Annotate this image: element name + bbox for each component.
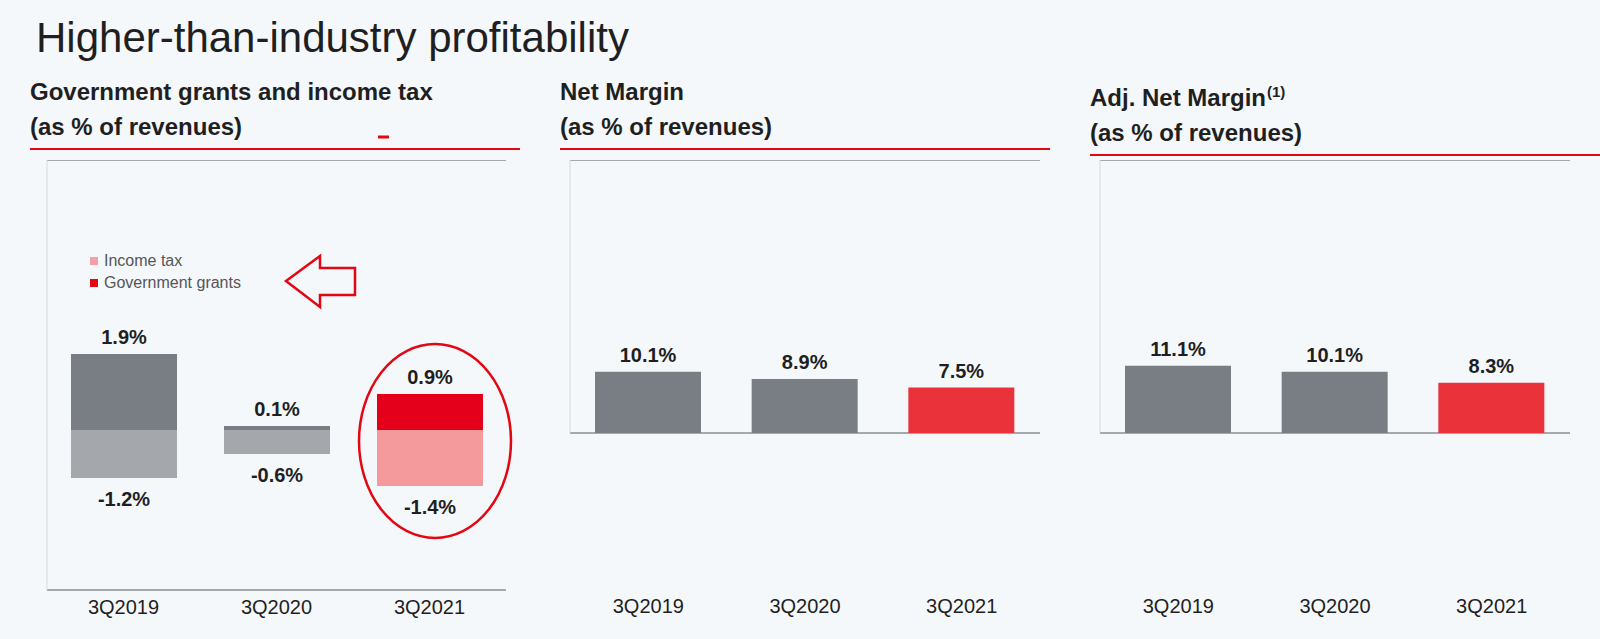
html-text:Net Margin: Net Margin (560, 78, 684, 105)
html-text:Adj. Net Margin(1): Adj. Net Margin(1) (1090, 83, 1286, 111)
html-text:Government grants: Government grants (104, 274, 241, 291)
svg-text:0.1%: 0.1% (254, 398, 300, 420)
svg-text:-1.4%: -1.4% (404, 496, 456, 518)
svg-text:3Q2019: 3Q2019 (1143, 595, 1214, 617)
svg-text:7.5%: 7.5% (939, 360, 985, 382)
html-text:(as % of revenues): (as % of revenues) (30, 113, 243, 140)
html-text:(as % of revenues): (as % of revenues) (560, 113, 773, 140)
svg-text:3Q2020: 3Q2020 (241, 596, 312, 618)
svg-text:3Q2020: 3Q2020 (1299, 595, 1370, 617)
html-text:(as % of revenues): (as % of revenues) (1090, 119, 1303, 146)
html-text:Higher-than-industry profitabi: Higher-than-industry profitability (36, 14, 629, 61)
svg-text:3Q2019: 3Q2019 (88, 596, 159, 618)
svg-text:0.9%: 0.9% (407, 366, 453, 388)
svg-text:10.1%: 10.1% (1306, 344, 1363, 366)
svg-text:10.1%: 10.1% (620, 344, 677, 366)
svg-text:3Q2021: 3Q2021 (1456, 595, 1527, 617)
svg-text:-1.2%: -1.2% (98, 488, 150, 510)
svg-text:3Q2020: 3Q2020 (769, 595, 840, 617)
svg-text:3Q2021: 3Q2021 (394, 596, 465, 618)
svg-text:3Q2021: 3Q2021 (926, 595, 997, 617)
svg-text:3Q2019: 3Q2019 (613, 595, 684, 617)
svg-text:-0.6%: -0.6% (251, 464, 303, 486)
html-text:Income tax: Income tax (104, 252, 183, 269)
svg-text:11.1%: 11.1% (1150, 338, 1206, 360)
html-text:Government grants and income t: Government grants and income tax (30, 78, 433, 105)
svg-text:1.9%: 1.9% (101, 326, 147, 348)
svg-text:8.3%: 8.3% (1469, 355, 1515, 377)
svg-text:8.9%: 8.9% (782, 351, 828, 373)
